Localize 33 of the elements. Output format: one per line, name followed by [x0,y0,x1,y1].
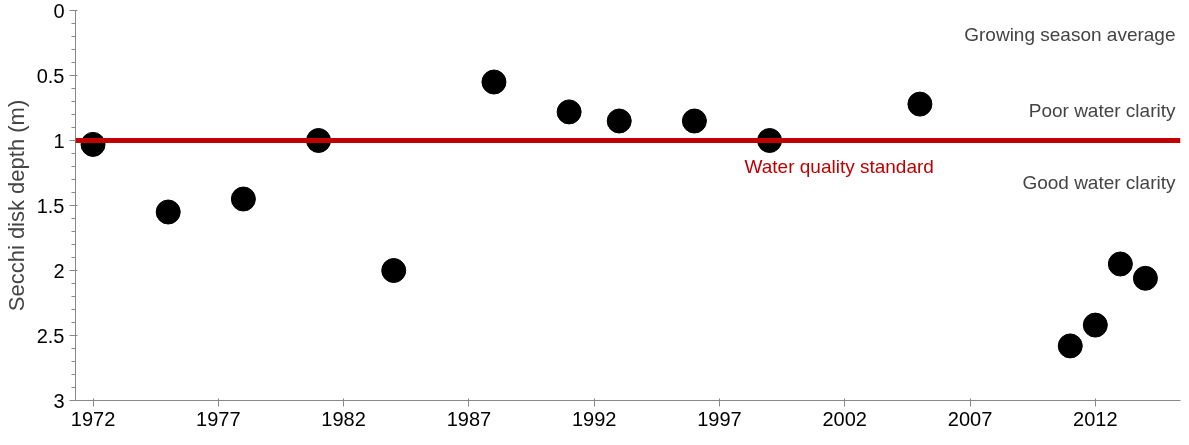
y-axis-title: Secchi disk depth (m) [3,99,29,312]
x-tick-label: 1992 [571,407,617,430]
x-tick-label: 1987 [446,407,492,430]
point [681,108,707,134]
x-tick-label: 1977 [196,407,241,430]
annotation: Poor water clarity [1028,100,1176,121]
point [155,199,181,225]
point [381,258,407,283]
x-tick-label: 2002 [822,407,867,430]
point [1057,333,1083,359]
y-tick-label: 2 [53,259,65,282]
ref-line-label: Water quality standard [744,156,934,178]
annotation: Good water clarity [1022,171,1176,193]
x-tick-label: 1972 [70,407,116,430]
x-tick-label: 2007 [947,407,993,430]
point [1107,251,1133,277]
point [481,69,507,95]
point [907,91,933,117]
x-tick-label: 1997 [697,407,742,430]
y-tick-label: 3 [53,389,65,412]
x-tick-label: 2012 [1073,407,1118,430]
annotation: Growing season average [964,23,1176,45]
point [1082,312,1108,338]
y-tick-label: 2.5 [36,324,65,347]
point [230,186,256,212]
y-tick-label: 1.5 [36,194,65,217]
point [556,99,582,125]
y-tick-label: 0.5 [36,64,65,87]
y-tick-label: 1 [53,129,65,152]
point [1132,265,1158,291]
point [606,108,632,134]
x-tick-label: 1982 [321,407,366,430]
y-tick-label: 0 [53,0,65,22]
